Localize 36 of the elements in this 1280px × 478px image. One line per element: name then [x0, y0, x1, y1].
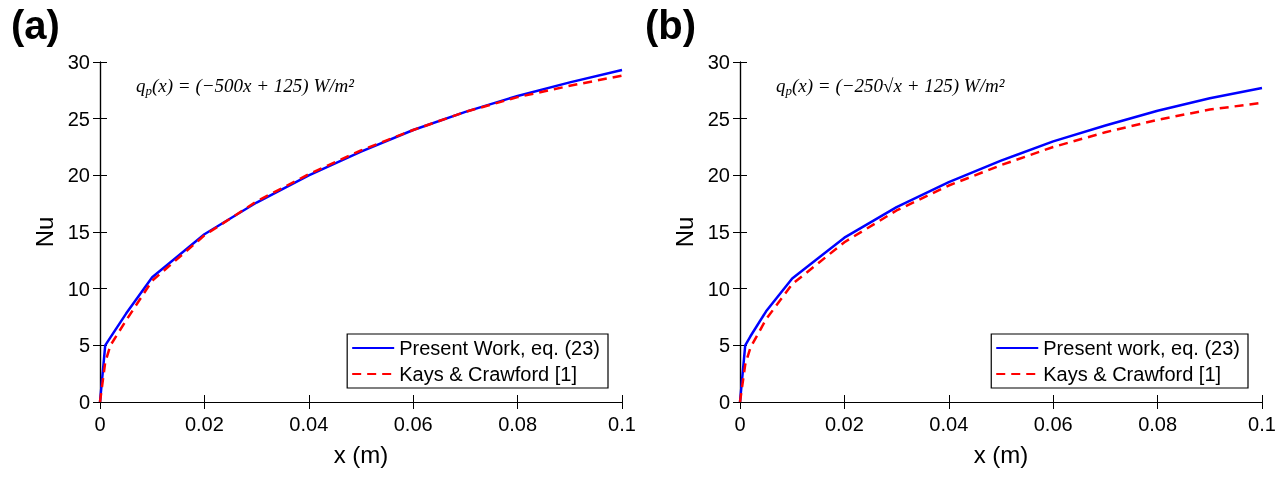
- x-tick-label: 0.02: [184, 413, 224, 435]
- x-tick-label: 0.02: [824, 413, 864, 435]
- y-tick-label: 20: [67, 164, 90, 187]
- y-tick-label: 30: [707, 51, 730, 73]
- y-tick-label: 25: [707, 107, 730, 130]
- y-tick-label: 5: [718, 334, 730, 357]
- y-tick-label: 15: [67, 221, 90, 243]
- legend-label: Kays & Crawford [1]: [1043, 363, 1222, 385]
- x-tick-label: 0.04: [289, 413, 329, 435]
- y-tick-label: 30: [67, 51, 90, 73]
- y-tick-label: 0: [78, 391, 90, 413]
- chart-title: (a): [11, 3, 60, 47]
- x-tick-label: 0.1: [1248, 413, 1276, 435]
- x-tick-label: 0.08: [498, 413, 538, 435]
- y-tick-label: 10: [67, 277, 90, 300]
- x-tick-label: 0.06: [1033, 413, 1073, 435]
- y-axis-title: Nu: [31, 216, 59, 248]
- x-tick-label: 0: [734, 413, 746, 435]
- x-tick-label: 0.1: [608, 413, 636, 435]
- x-tick-label: 0.08: [1138, 413, 1178, 435]
- y-tick-label: 10: [707, 277, 730, 300]
- y-tick-label: 15: [707, 221, 730, 243]
- x-axis-title: x (m): [973, 440, 1029, 468]
- x-tick-label: 0.06: [393, 413, 433, 435]
- y-axis-title: Nu: [671, 216, 699, 248]
- legend-label: Present Work, eq. (23): [399, 337, 601, 359]
- y-tick-label: 0: [718, 391, 730, 413]
- y-tick-label: 20: [707, 164, 730, 187]
- x-axis-title: x (m): [333, 440, 389, 468]
- y-tick-label: 25: [67, 107, 90, 130]
- x-tick-label: 0.04: [929, 413, 969, 435]
- x-tick-label: 0: [94, 413, 106, 435]
- legend-label: Present work, eq. (23): [1043, 337, 1240, 359]
- chart-title: (b): [645, 3, 697, 47]
- y-tick-label: 5: [78, 334, 90, 357]
- legend-label: Kays & Crawford [1]: [399, 363, 578, 385]
